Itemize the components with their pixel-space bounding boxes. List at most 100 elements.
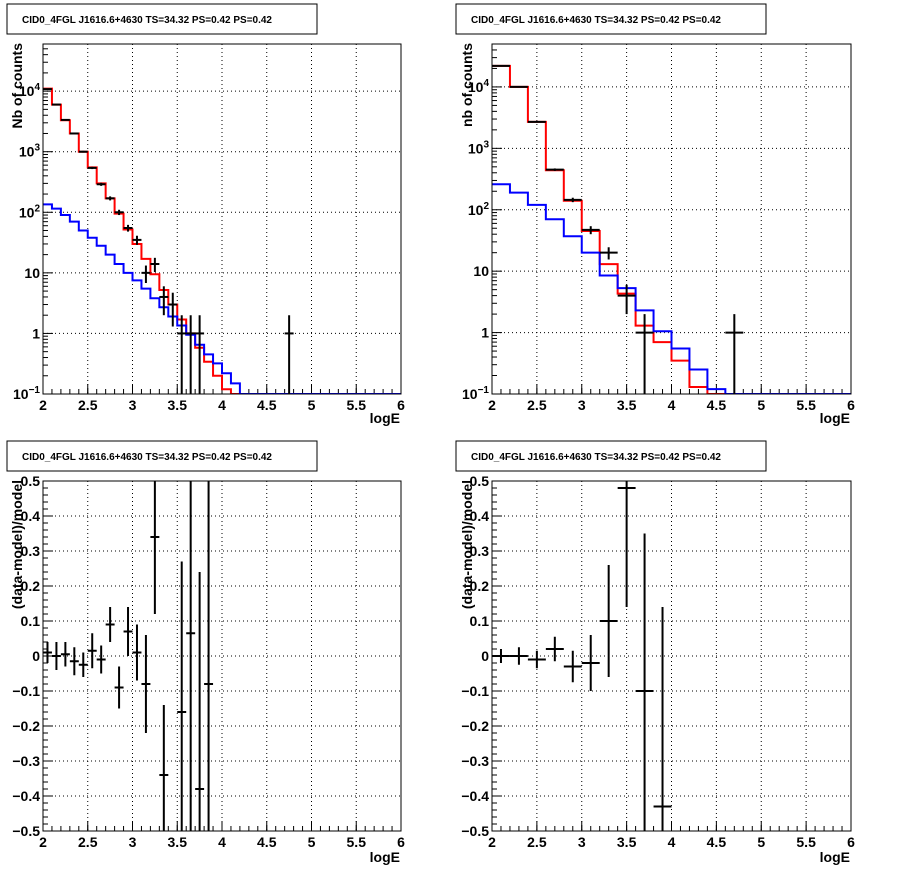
x-tick-label: 3.5	[168, 397, 188, 413]
x-tick-label: 3	[578, 834, 586, 850]
y-tick-label: −0.5	[461, 823, 489, 839]
series-step-line	[43, 87, 267, 394]
y-tick-label: −0.1	[461, 683, 489, 699]
data-point	[545, 168, 564, 171]
data-marks	[43, 87, 401, 394]
panel-top-right-counts: CID0_4FGL J1616.6+4630 TS=34.32 PS=0.42 …	[455, 3, 855, 426]
y-axis-label: (data-model)/model	[459, 480, 475, 609]
data-point	[563, 197, 582, 203]
data-point	[105, 196, 115, 201]
y-tick-label: 10	[24, 265, 40, 281]
residual-point	[51, 642, 61, 670]
series-step-line	[492, 183, 851, 394]
x-tick-label: 2	[39, 397, 47, 413]
x-axis-label: logE	[820, 849, 850, 865]
y-tick-label: 104	[468, 78, 490, 95]
x-tick-label: 5	[308, 397, 316, 413]
residual-point	[159, 705, 169, 831]
x-tick-label: 4	[668, 834, 676, 850]
x-tick-label: 5.5	[796, 397, 816, 413]
residual-point	[43, 642, 52, 663]
x-tick-label: 3	[129, 834, 137, 850]
y-tick-label: 103	[468, 139, 490, 156]
x-tick-label: 6	[847, 397, 855, 413]
residual-point	[132, 624, 142, 681]
y-tick-label: 0.2	[21, 578, 41, 594]
x-tick-label: 3	[129, 397, 137, 413]
data-point	[527, 120, 546, 123]
x-tick-label: 3.5	[617, 834, 637, 850]
x-tick-label: 4	[218, 834, 226, 850]
residual-point	[60, 642, 70, 667]
panel-bottom-right-residuals: CID0_4FGL J1616.6+4630 TS=34.32 PS=0.42 …	[455, 440, 855, 865]
y-tick-label: 0	[481, 648, 489, 664]
data-point	[617, 284, 636, 315]
residual-point	[492, 649, 510, 663]
data-point	[177, 315, 187, 394]
plot-area: 2 2.5 3 3.5 4 4.5 5 5.5 6 10−1 1 10 102 103 104	[462, 43, 855, 413]
plot-area: 2 2.5 3 3.5 4 4.5 5 5.5 6 −0.5 −0.4 −0.3 −0.2 −0.1 0 0.…	[12, 473, 405, 850]
panel-bottom-left-residuals: CID0_4FGL J1616.6+4630 TS=34.32 PS=0.42 …	[6, 440, 405, 865]
series-step-line	[43, 203, 401, 394]
x-axis-label: logE	[370, 410, 400, 426]
x-tick-label: 3	[578, 397, 586, 413]
data-point	[51, 103, 61, 106]
y-tick-label: −0.1	[12, 683, 40, 699]
y-tick-label: −0.4	[461, 788, 489, 804]
x-tick-label: 5.5	[347, 397, 367, 413]
x-tick-label: 3.5	[168, 834, 188, 850]
data-point	[141, 265, 151, 283]
data-marks	[492, 481, 672, 831]
data-point	[132, 235, 142, 245]
data-point	[60, 118, 70, 121]
residual-point	[563, 650, 582, 683]
residual-point	[617, 481, 636, 607]
residual-point	[114, 666, 124, 709]
x-tick-label: 3.5	[617, 397, 637, 413]
data-point	[195, 315, 205, 394]
plot-frame	[491, 43, 852, 395]
data-marks	[492, 64, 851, 394]
x-tick-label: 5.5	[347, 834, 367, 850]
residual-point	[545, 636, 564, 662]
data-point	[96, 182, 106, 186]
y-tick-label: 10−1	[462, 385, 489, 402]
data-point	[123, 224, 133, 232]
y-tick-label: −0.2	[12, 718, 40, 734]
y-tick-label: 0.2	[470, 578, 490, 594]
y-tick-label: 0.4	[470, 508, 490, 524]
y-tick-label: 104	[19, 82, 41, 99]
residual-point	[581, 635, 600, 691]
x-tick-label: 4.5	[707, 834, 727, 850]
x-tick-label: 4	[218, 397, 226, 413]
residual-point	[123, 607, 133, 656]
y-tick-label: 10	[473, 263, 489, 279]
data-point	[159, 286, 169, 316]
y-tick-label: −0.3	[12, 753, 40, 769]
plot-frame	[42, 480, 402, 832]
title-box	[6, 3, 318, 35]
y-tick-label: 0.4	[21, 508, 41, 524]
data-marks	[43, 481, 214, 831]
x-tick-label: 2	[488, 834, 496, 850]
data-point	[78, 150, 88, 153]
x-tick-label: 6	[397, 397, 405, 413]
x-tick-label: 4.5	[257, 834, 277, 850]
chart-title: CID0_4FGL J1616.6+4630 TS=34.32 PS=0.42 …	[471, 15, 721, 26]
data-point	[150, 257, 160, 273]
y-tick-label: 1	[32, 325, 40, 341]
chart-title: CID0_4FGL J1616.6+4630 TS=34.32 PS=0.42 …	[471, 452, 721, 463]
x-tick-label: 5	[757, 397, 765, 413]
residual-point	[186, 481, 196, 831]
title-box	[455, 440, 767, 472]
y-tick-label: −0.4	[12, 788, 40, 804]
data-point	[69, 132, 79, 135]
residual-point	[599, 565, 618, 677]
y-tick-label: 103	[19, 143, 41, 160]
residual-point	[96, 645, 106, 674]
residual-point	[69, 647, 79, 676]
y-tick-label: 1	[481, 325, 489, 341]
x-axis-label: logE	[820, 410, 850, 426]
data-point	[186, 315, 196, 394]
